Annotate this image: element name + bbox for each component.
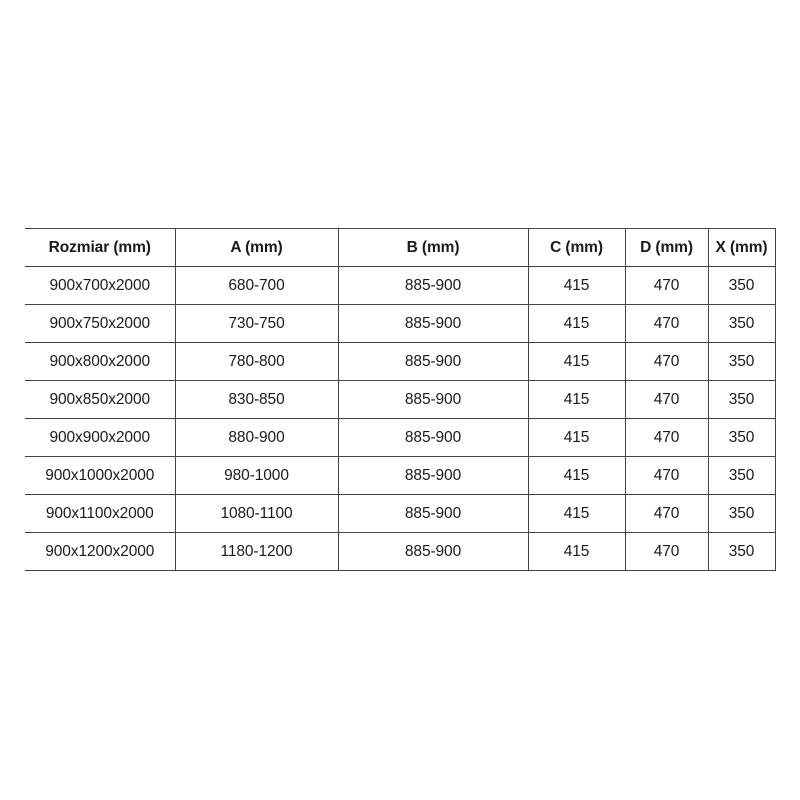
- cell-x: 350: [708, 342, 776, 381]
- cell-a: 980-1000: [175, 456, 339, 495]
- cell-a: 880-900: [175, 418, 339, 457]
- cell-size: 900x1200x2000: [25, 532, 176, 571]
- table-row: 900x800x2000 780-800 885-900 415 470 350: [25, 342, 776, 381]
- column-header-a: A (mm): [175, 228, 339, 267]
- cell-c: 415: [528, 532, 626, 571]
- cell-b: 885-900: [338, 418, 529, 457]
- cell-d: 470: [625, 418, 709, 457]
- table-row: 900x850x2000 830-850 885-900 415 470 350: [25, 380, 776, 419]
- cell-x: 350: [708, 456, 776, 495]
- cell-b: 885-900: [338, 494, 529, 533]
- specification-table-container: Rozmiar (mm) A (mm) B (mm) C (mm) D (mm)…: [25, 228, 776, 571]
- table-header-row: Rozmiar (mm) A (mm) B (mm) C (mm) D (mm)…: [25, 228, 776, 267]
- cell-a: 1080-1100: [175, 494, 339, 533]
- cell-a: 680-700: [175, 266, 339, 305]
- table-header: Rozmiar (mm) A (mm) B (mm) C (mm) D (mm)…: [25, 228, 776, 267]
- column-header-size: Rozmiar (mm): [25, 228, 176, 267]
- cell-x: 350: [708, 380, 776, 419]
- table-row: 900x700x2000 680-700 885-900 415 470 350: [25, 266, 776, 305]
- cell-d: 470: [625, 380, 709, 419]
- cell-a: 830-850: [175, 380, 339, 419]
- cell-x: 350: [708, 494, 776, 533]
- cell-x: 350: [708, 304, 776, 343]
- table-row: 900x750x2000 730-750 885-900 415 470 350: [25, 304, 776, 343]
- table-row: 900x1100x2000 1080-1100 885-900 415 470 …: [25, 494, 776, 533]
- cell-b: 885-900: [338, 456, 529, 495]
- column-header-x: X (mm): [708, 228, 776, 267]
- cell-x: 350: [708, 532, 776, 571]
- cell-d: 470: [625, 532, 709, 571]
- cell-size: 900x1100x2000: [25, 494, 176, 533]
- cell-x: 350: [708, 266, 776, 305]
- cell-c: 415: [528, 456, 626, 495]
- column-header-d: D (mm): [625, 228, 709, 267]
- cell-size: 900x900x2000: [25, 418, 176, 457]
- cell-d: 470: [625, 304, 709, 343]
- dimensions-table: Rozmiar (mm) A (mm) B (mm) C (mm) D (mm)…: [25, 228, 776, 571]
- cell-b: 885-900: [338, 380, 529, 419]
- cell-c: 415: [528, 266, 626, 305]
- column-header-b: B (mm): [338, 228, 529, 267]
- cell-size: 900x700x2000: [25, 266, 176, 305]
- cell-x: 350: [708, 418, 776, 457]
- cell-size: 900x850x2000: [25, 380, 176, 419]
- cell-b: 885-900: [338, 304, 529, 343]
- table-row: 900x900x2000 880-900 885-900 415 470 350: [25, 418, 776, 457]
- table-row: 900x1000x2000 980-1000 885-900 415 470 3…: [25, 456, 776, 495]
- cell-d: 470: [625, 266, 709, 305]
- cell-c: 415: [528, 494, 626, 533]
- cell-d: 470: [625, 456, 709, 495]
- cell-a: 780-800: [175, 342, 339, 381]
- cell-b: 885-900: [338, 532, 529, 571]
- cell-c: 415: [528, 380, 626, 419]
- column-header-c: C (mm): [528, 228, 626, 267]
- cell-b: 885-900: [338, 342, 529, 381]
- cell-b: 885-900: [338, 266, 529, 305]
- cell-size: 900x800x2000: [25, 342, 176, 381]
- cell-a: 1180-1200: [175, 532, 339, 571]
- cell-c: 415: [528, 304, 626, 343]
- table-row: 900x1200x2000 1180-1200 885-900 415 470 …: [25, 532, 776, 571]
- cell-c: 415: [528, 418, 626, 457]
- table-body: 900x700x2000 680-700 885-900 415 470 350…: [25, 266, 776, 571]
- cell-d: 470: [625, 494, 709, 533]
- cell-c: 415: [528, 342, 626, 381]
- cell-size: 900x750x2000: [25, 304, 176, 343]
- cell-d: 470: [625, 342, 709, 381]
- cell-size: 900x1000x2000: [25, 456, 176, 495]
- cell-a: 730-750: [175, 304, 339, 343]
